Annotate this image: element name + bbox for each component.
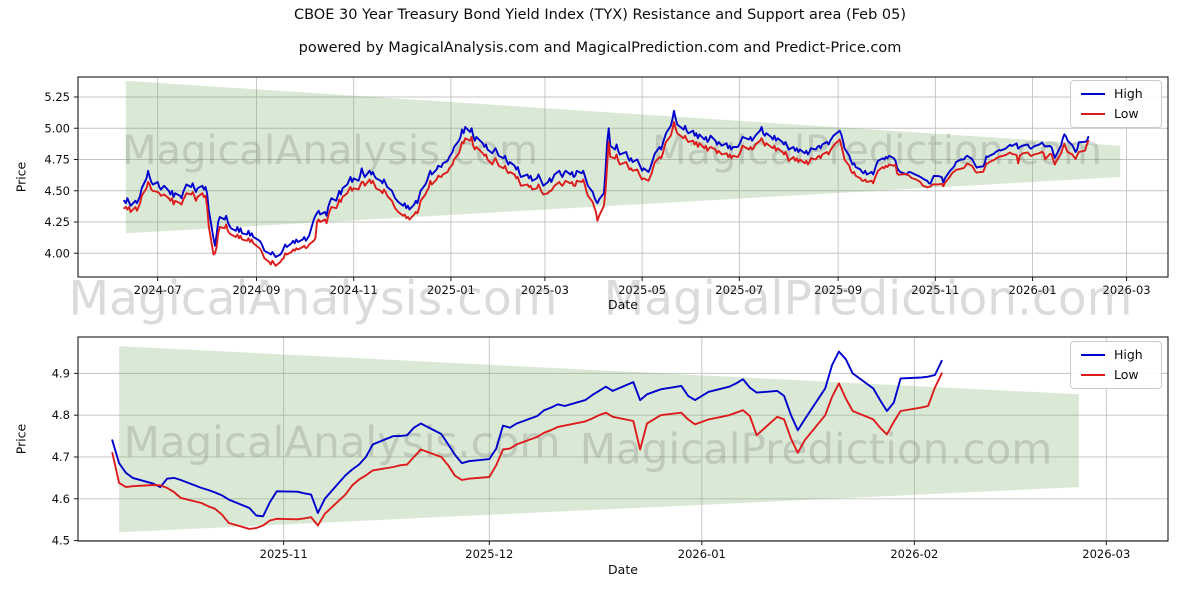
x-tick-label: 2025-09 xyxy=(814,283,862,297)
x-tick-label: 2025-07 xyxy=(715,283,763,297)
x-tick-label: 2025-03 xyxy=(521,283,569,297)
y-tick-label: 4.50 xyxy=(44,184,70,198)
x-tick-label: 2025-01 xyxy=(427,283,475,297)
legend-item-high: High xyxy=(1081,86,1151,101)
high-series-line xyxy=(123,109,1090,258)
y-axis-label-bottom: Price xyxy=(13,423,29,455)
legend-label-high: High xyxy=(1114,347,1143,362)
y-axis-label-top: Price xyxy=(13,161,29,193)
chart-subtitle: powered by MagicalAnalysis.com and Magic… xyxy=(298,40,902,56)
x-tick-label: 2025-11 xyxy=(260,547,308,561)
y-tick-label: 4.8 xyxy=(52,408,70,422)
legend-item-high: High xyxy=(1081,347,1151,362)
low-series-line xyxy=(111,372,943,530)
x-tick-label: 2026-01 xyxy=(678,547,726,561)
y-tick-label: 4.75 xyxy=(44,153,70,167)
x-tick-label: 2025-11 xyxy=(911,283,959,297)
x-tick-label: 2024-11 xyxy=(330,283,378,297)
x-tick-label: 2025-05 xyxy=(618,283,666,297)
legend-item-low: Low xyxy=(1081,105,1151,121)
x-tick-label: 2024-09 xyxy=(232,283,280,297)
low-line-swatch xyxy=(1081,112,1105,115)
legend-top: High Low xyxy=(1070,80,1162,128)
x-tick-label: 2026-03 xyxy=(1082,547,1130,561)
y-tick-label: 5.25 xyxy=(44,90,70,104)
plot-frame xyxy=(77,336,1169,542)
x-tick-label: 2026-01 xyxy=(1009,283,1057,297)
high-series-line xyxy=(111,350,943,518)
y-tick-label: 4.00 xyxy=(44,246,70,260)
x-tick-label: 2026-02 xyxy=(890,547,938,561)
y-tick-label: 4.9 xyxy=(52,366,70,380)
x-axis-label-bottom: Date xyxy=(608,562,638,577)
y-tick-label: 5.00 xyxy=(44,121,70,135)
support-resistance-band xyxy=(125,80,1121,234)
chart-title: CBOE 30 Year Treasury Bond Yield Index (… xyxy=(293,7,907,23)
x-tick-label: 2026-03 xyxy=(1103,283,1151,297)
y-tick-label: 4.25 xyxy=(44,215,70,229)
y-tick-label: 4.6 xyxy=(52,492,70,506)
low-line-swatch xyxy=(1081,373,1105,376)
legend-label-low: Low xyxy=(1114,366,1139,382)
x-axis-label-top: Date xyxy=(608,297,638,312)
x-tick-label: 2025-12 xyxy=(465,547,513,561)
high-line-swatch xyxy=(1081,93,1105,96)
legend-bottom: High Low xyxy=(1070,341,1162,389)
y-tick-label: 4.5 xyxy=(52,534,70,548)
y-tick-label: 4.7 xyxy=(52,450,70,464)
legend-item-low: Low xyxy=(1081,366,1151,382)
low-series-line xyxy=(123,121,1090,267)
legend-label-low: Low xyxy=(1114,105,1139,121)
support-resistance-band xyxy=(119,346,1079,533)
high-line-swatch xyxy=(1081,354,1105,357)
plot-frame xyxy=(77,76,1169,278)
legend-label-high: High xyxy=(1114,86,1143,101)
x-tick-label: 2024-07 xyxy=(134,283,182,297)
